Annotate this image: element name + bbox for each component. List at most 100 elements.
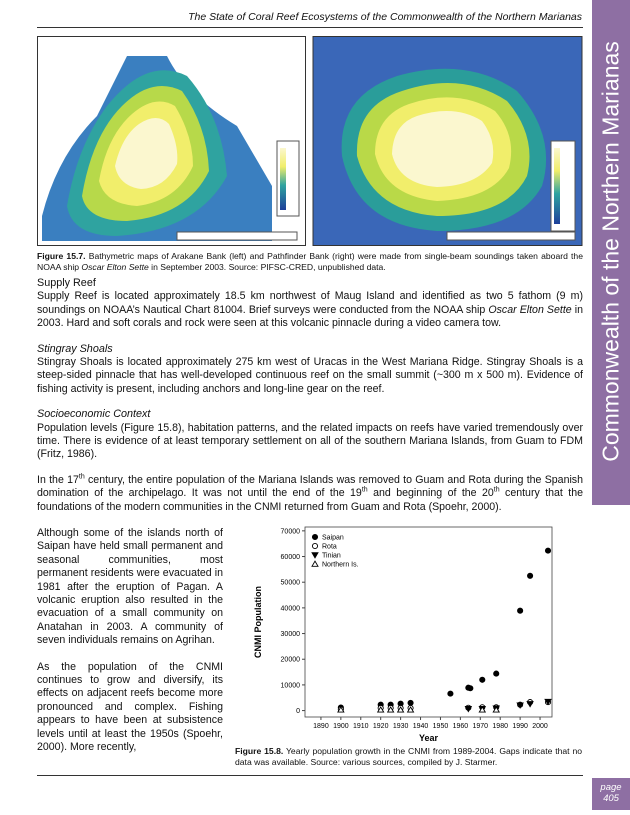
- legend-marker: [311, 552, 319, 559]
- page-label: page: [600, 782, 622, 793]
- sidebar: Commonwealth of the Northern Marianas: [592, 0, 630, 505]
- x-tick-label: 1970: [473, 723, 489, 730]
- y-tick-label: 0: [296, 708, 300, 715]
- map-scale: [446, 231, 576, 241]
- data-point: [386, 706, 395, 713]
- y-tick-label: 40000: [281, 605, 301, 612]
- footer-rule: [37, 775, 583, 776]
- y-tick-label: 20000: [281, 657, 301, 664]
- x-tick-label: 1890: [313, 723, 329, 730]
- sidebar-title: Commonwealth of the Northern Marianas: [597, 41, 624, 462]
- left-column: Although some of the islands north of Sa…: [37, 527, 223, 755]
- legend-label: Northern Is.: [322, 562, 359, 569]
- data-point: [493, 670, 500, 677]
- paragraph: Although some of the islands north of Sa…: [37, 527, 223, 648]
- data-point: [447, 690, 454, 697]
- running-title: The State of Coral Reef Ecosystems of th…: [188, 11, 582, 23]
- header-rule: [37, 27, 583, 28]
- population-chart: 0 10000 20000 30000 40000 50000 60000 70000 1890…: [253, 526, 553, 743]
- text-run: Yearly population growth in the CNMI fro…: [235, 746, 583, 767]
- data-point: [526, 701, 534, 708]
- legend-marker: [311, 560, 319, 567]
- text-run: Bathymetric maps of Arakane Bank (left) …: [37, 251, 583, 272]
- data-point: [516, 702, 524, 709]
- superscript: th: [78, 473, 85, 481]
- superscript: th: [493, 486, 500, 494]
- text-run: In the 17: [37, 473, 79, 486]
- figure-caption: Figure 15.8. Yearly population growth in…: [235, 746, 582, 767]
- italic-text: Oscar Elton Sette: [81, 261, 149, 272]
- text-run: As the population of the CNMI continues …: [37, 660, 223, 754]
- map-legend-ramp: [554, 148, 560, 224]
- legend-label: Rota: [322, 544, 337, 551]
- section-heading: Socioeconomic Context: [37, 408, 151, 421]
- data-point: [527, 572, 534, 579]
- caption-label: Figure 15.8.: [235, 746, 284, 756]
- data-point: [376, 706, 385, 713]
- paragraph: Supply Reef is located approximately 18.…: [37, 290, 583, 330]
- text-run: Population levels (Figure 15.8), habitat…: [37, 421, 583, 461]
- data-point: [479, 676, 486, 683]
- paragraph: In the 17th century, the entire populati…: [37, 473, 584, 514]
- paragraph: Stingray Shoals is located approximately…: [37, 356, 583, 396]
- text-run: century, the entire population of the Ma…: [37, 473, 584, 500]
- map-legend-ramp: [280, 148, 286, 210]
- legend-label: Tinian: [322, 553, 341, 560]
- paragraph: Population levels (Figure 15.8), habitat…: [37, 422, 583, 462]
- paragraph: As the population of the CNMI continues …: [37, 661, 223, 755]
- x-tick-label: 1910: [353, 723, 369, 730]
- data-point: [467, 685, 474, 692]
- y-tick-label: 30000: [281, 631, 301, 638]
- map-depth: [392, 111, 494, 187]
- text-run: century that the foundations of the mode…: [37, 487, 584, 513]
- figure-caption: Figure 15.7. Bathymetric maps of Arakane…: [37, 251, 583, 272]
- y-tick-label: 10000: [281, 682, 301, 689]
- text-run: Although some of the islands north of Sa…: [37, 527, 223, 647]
- data-point: [492, 706, 501, 713]
- superscript: th: [361, 486, 368, 494]
- plot-frame: [304, 526, 553, 718]
- section-heading: Stingray Shoals: [37, 342, 113, 355]
- data-point: [396, 706, 405, 713]
- data-point: [544, 547, 552, 554]
- page-box: page 405: [592, 778, 630, 810]
- x-tick-label: 2000: [532, 723, 548, 730]
- text-run: in 2003. Hard and soft corals and rock w…: [37, 303, 583, 330]
- x-tick-label: 1990: [512, 723, 528, 730]
- x-tick-label: 1980: [492, 723, 508, 730]
- data-point: [406, 706, 415, 713]
- page-number: 405: [603, 793, 619, 804]
- x-tick-label: 1940: [413, 723, 429, 730]
- y-tick-label: 50000: [281, 580, 301, 587]
- text-run: Supply Reef is located approximately 18.…: [37, 290, 583, 316]
- text-run: Stingray Shoals is located approximately…: [37, 356, 583, 395]
- data-point: [337, 706, 345, 713]
- legend-marker: [311, 533, 319, 541]
- map-scale: [176, 231, 298, 241]
- body-text: Supply Reef Supply Reef is located appro…: [37, 277, 583, 514]
- section-heading: Supply Reef: [37, 277, 96, 289]
- map-depth: [115, 118, 178, 189]
- y-tick-label: 70000: [281, 528, 301, 535]
- x-tick-label: 1930: [393, 723, 409, 730]
- text-run: in September 2003. Source: PIFSC-CRED, u…: [148, 261, 386, 272]
- x-tick-label: 1960: [453, 723, 469, 730]
- legend-marker: [311, 542, 319, 550]
- data-point: [407, 699, 414, 706]
- y-tick-label: 60000: [281, 554, 301, 561]
- text-run: and beginning of the 20: [367, 487, 494, 500]
- italic-text: Oscar Elton Sette: [488, 303, 572, 316]
- data-point: [464, 706, 473, 713]
- y-axis-title: CNMI Population: [253, 586, 263, 658]
- x-axis-title: Year: [419, 733, 439, 743]
- data-point: [517, 607, 524, 614]
- x-tick-label: 1900: [333, 723, 349, 730]
- data-point: [544, 698, 552, 706]
- bathymetry-maps: [37, 36, 583, 246]
- x-tick-label: 1920: [373, 723, 389, 730]
- legend-label: Saipan: [322, 535, 344, 542]
- caption-label: Figure 15.7.: [37, 251, 86, 261]
- data-point: [478, 706, 487, 713]
- x-tick-label: 1950: [433, 723, 449, 730]
